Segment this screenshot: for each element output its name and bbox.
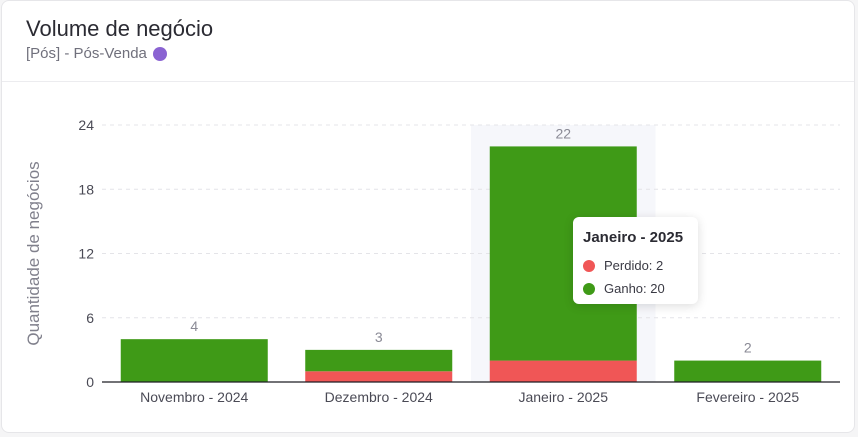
stacked-bar-chart: 0 6 12 18 24 Quantidade de negócios 4 Novembro …: [24, 117, 840, 405]
tooltip-label-perdido: Perdido: 2: [604, 258, 664, 273]
tooltip-swatch-perdido: [583, 259, 595, 272]
total-label: 3: [375, 329, 383, 345]
y-tick-label: 12: [78, 246, 94, 262]
total-label: 22: [555, 125, 571, 141]
bar-perdido-1: [305, 371, 453, 382]
y-tick-label: 24: [78, 117, 94, 133]
total-label: 4: [190, 318, 198, 334]
x-tick-label: Fevereiro - 2025: [696, 389, 799, 405]
tooltip-row-ganho: Ganho: 20: [583, 277, 688, 300]
bar-ganho-3: [674, 360, 822, 382]
x-tick-label: Dezembro - 2024: [325, 389, 433, 405]
y-tick-label: 0: [86, 374, 94, 390]
tooltip-swatch-ganho: [583, 282, 595, 295]
total-label: 2: [744, 340, 752, 356]
pipeline-name: [Pós] - Pós-Venda: [26, 45, 147, 62]
bar-ganho-1: [305, 349, 453, 372]
bar-perdido-2: [489, 360, 637, 382]
card-header: Volume de negócio [Pós] - Pós-Venda: [2, 1, 854, 82]
card-title: Volume de negócio: [26, 16, 214, 41]
chart-tooltip: Janeiro - 2025 Perdido: 2 Ganho: 20: [573, 217, 698, 304]
y-tick-label: 18: [78, 181, 94, 197]
y-tick-label: 6: [86, 310, 94, 326]
pipeline-color-dot: [152, 46, 167, 61]
bar-ganho-0: [120, 339, 268, 382]
x-tick-label: Janeiro - 2025: [518, 389, 608, 405]
x-tick-label: Novembro - 2024: [140, 389, 248, 405]
pipeline-subtitle: [Pós] - Pós-Venda: [26, 45, 854, 62]
tooltip-title: Janeiro - 2025: [583, 229, 684, 246]
tooltip-row-perdido: Perdido: 2: [583, 254, 688, 277]
tooltip-label-ganho: Ganho: 20: [604, 281, 665, 296]
y-axis-label: Quantidade de negócios: [24, 161, 43, 345]
